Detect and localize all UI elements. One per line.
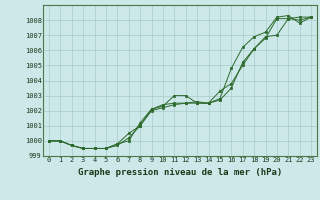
X-axis label: Graphe pression niveau de la mer (hPa): Graphe pression niveau de la mer (hPa) [78, 168, 282, 177]
